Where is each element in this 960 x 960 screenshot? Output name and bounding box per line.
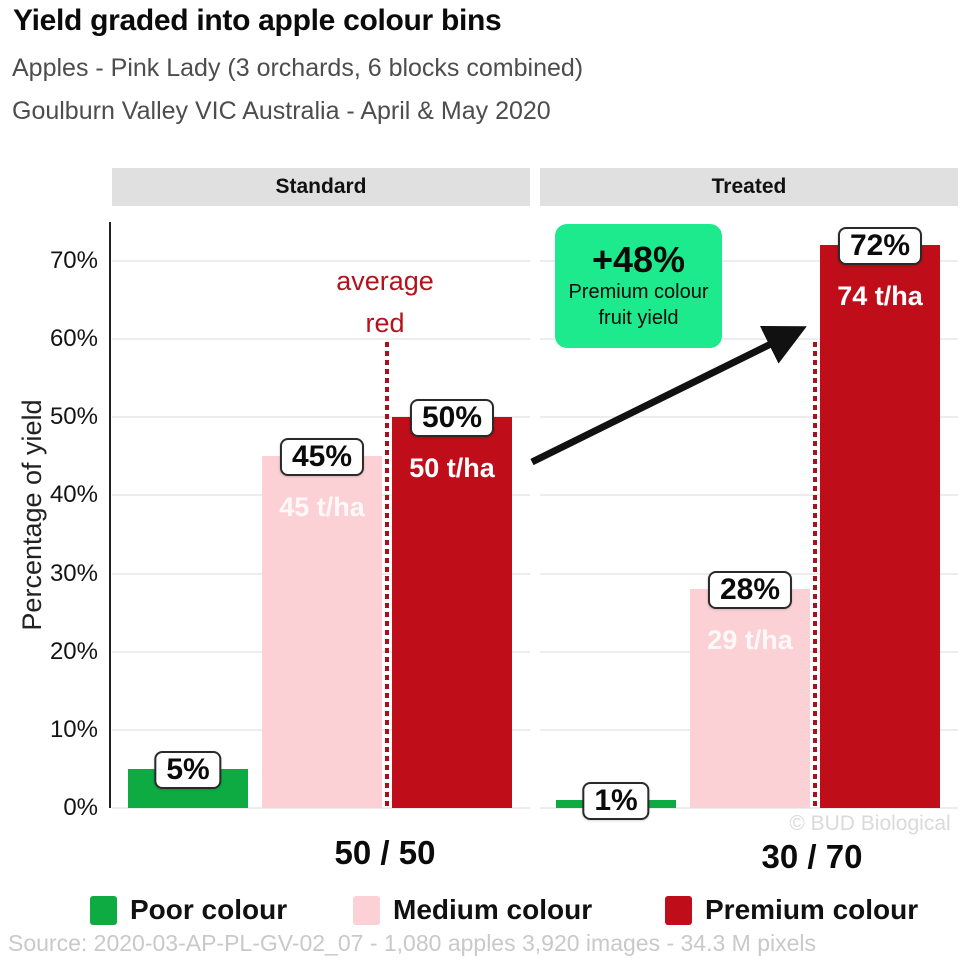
gridline <box>540 416 958 419</box>
gridline <box>540 338 958 341</box>
y-tick-label: 20% <box>49 637 98 665</box>
chart-subtitle-1: Apples - Pink Lady (3 orchards, 6 blocks… <box>12 54 584 82</box>
gridline <box>112 259 530 262</box>
panel-treated: 1% 28% 29 t/ha 72% 74 t/ha <box>540 222 958 821</box>
facet-header-treated: Treated <box>540 168 958 206</box>
y-tick-label: 0% <box>63 794 98 821</box>
gridline <box>540 259 958 262</box>
bar-percent-label: 45% <box>279 438 365 477</box>
bar-treated-medium-colour <box>690 589 810 808</box>
callout-line1: Premium colour <box>568 280 709 303</box>
premium-yield-callout: +48% Premium colour fruit yield <box>555 224 722 348</box>
average-red-annotation: average red <box>336 260 434 344</box>
legend-label-premium: Premium colour <box>705 894 919 925</box>
facet-header-standard: Standard <box>112 168 530 206</box>
average-red-annotation-line2: red <box>365 308 405 338</box>
increase-arrow-icon <box>530 325 807 466</box>
average-red-dotted-line <box>813 342 817 808</box>
y-tick-label: 30% <box>49 559 98 587</box>
y-tick-label: 50% <box>49 403 98 431</box>
bar-percent-label: 28% <box>707 571 793 610</box>
bar-tonnage-label: 50 t/ha <box>409 453 495 484</box>
bar-percent-label: 72% <box>837 227 923 266</box>
watermark: © BUD Biological <box>789 812 951 835</box>
y-tick-label: 40% <box>49 481 98 509</box>
medium-colour-swatch-icon <box>353 895 380 925</box>
average-red-annotation-line1: average <box>336 266 434 296</box>
legend-item-medium: Medium colour <box>353 894 592 926</box>
gridline <box>112 338 530 341</box>
callout-line2: fruit yield <box>598 306 679 329</box>
callout-headline: +48% <box>591 239 686 281</box>
y-tick-label: 10% <box>49 715 98 743</box>
legend-label-poor: Poor colour <box>130 894 288 925</box>
legend-label-medium: Medium colour <box>393 894 593 925</box>
premium-colour-swatch-icon <box>665 895 692 925</box>
legend-item-premium: Premium colour <box>665 894 918 926</box>
bar-standard-medium-colour <box>262 456 382 808</box>
bar-tonnage-label: 74 t/ha <box>837 281 923 312</box>
y-axis-line <box>109 222 111 808</box>
bar-percent-label: 50% <box>409 399 495 438</box>
group-label-standard: 50 / 50 <box>334 834 436 871</box>
gridline <box>540 494 958 497</box>
y-tick-label: 70% <box>49 246 98 274</box>
gridline <box>540 807 958 809</box>
poor-colour-swatch-icon <box>90 895 117 925</box>
chart-subtitle-2: Goulburn Valley VIC Australia - April & … <box>12 97 551 125</box>
y-tick-label: 60% <box>49 325 98 353</box>
group-label-treated: 30 / 70 <box>761 838 863 875</box>
bar-treated-premium-colour <box>820 245 940 808</box>
bar-percent-label: 5% <box>154 750 222 789</box>
bar-standard-premium-colour <box>392 417 512 808</box>
source-line: Source: 2020-03-AP-PL-GV-02_07 - 1,080 a… <box>8 930 817 956</box>
bar-tonnage-label: 45 t/ha <box>279 492 365 523</box>
bar-percent-label: 1% <box>582 782 650 821</box>
legend-item-poor: Poor colour <box>90 894 287 926</box>
gridline <box>112 416 530 419</box>
panel-standard: 5% 45% 45 t/ha 50% 50 t/ha <box>112 222 530 809</box>
average-red-dotted-line <box>385 342 389 808</box>
page-title: Yield graded into apple colour bins <box>13 4 502 37</box>
gridline <box>112 807 530 809</box>
bar-tonnage-label: 29 t/ha <box>707 625 793 656</box>
